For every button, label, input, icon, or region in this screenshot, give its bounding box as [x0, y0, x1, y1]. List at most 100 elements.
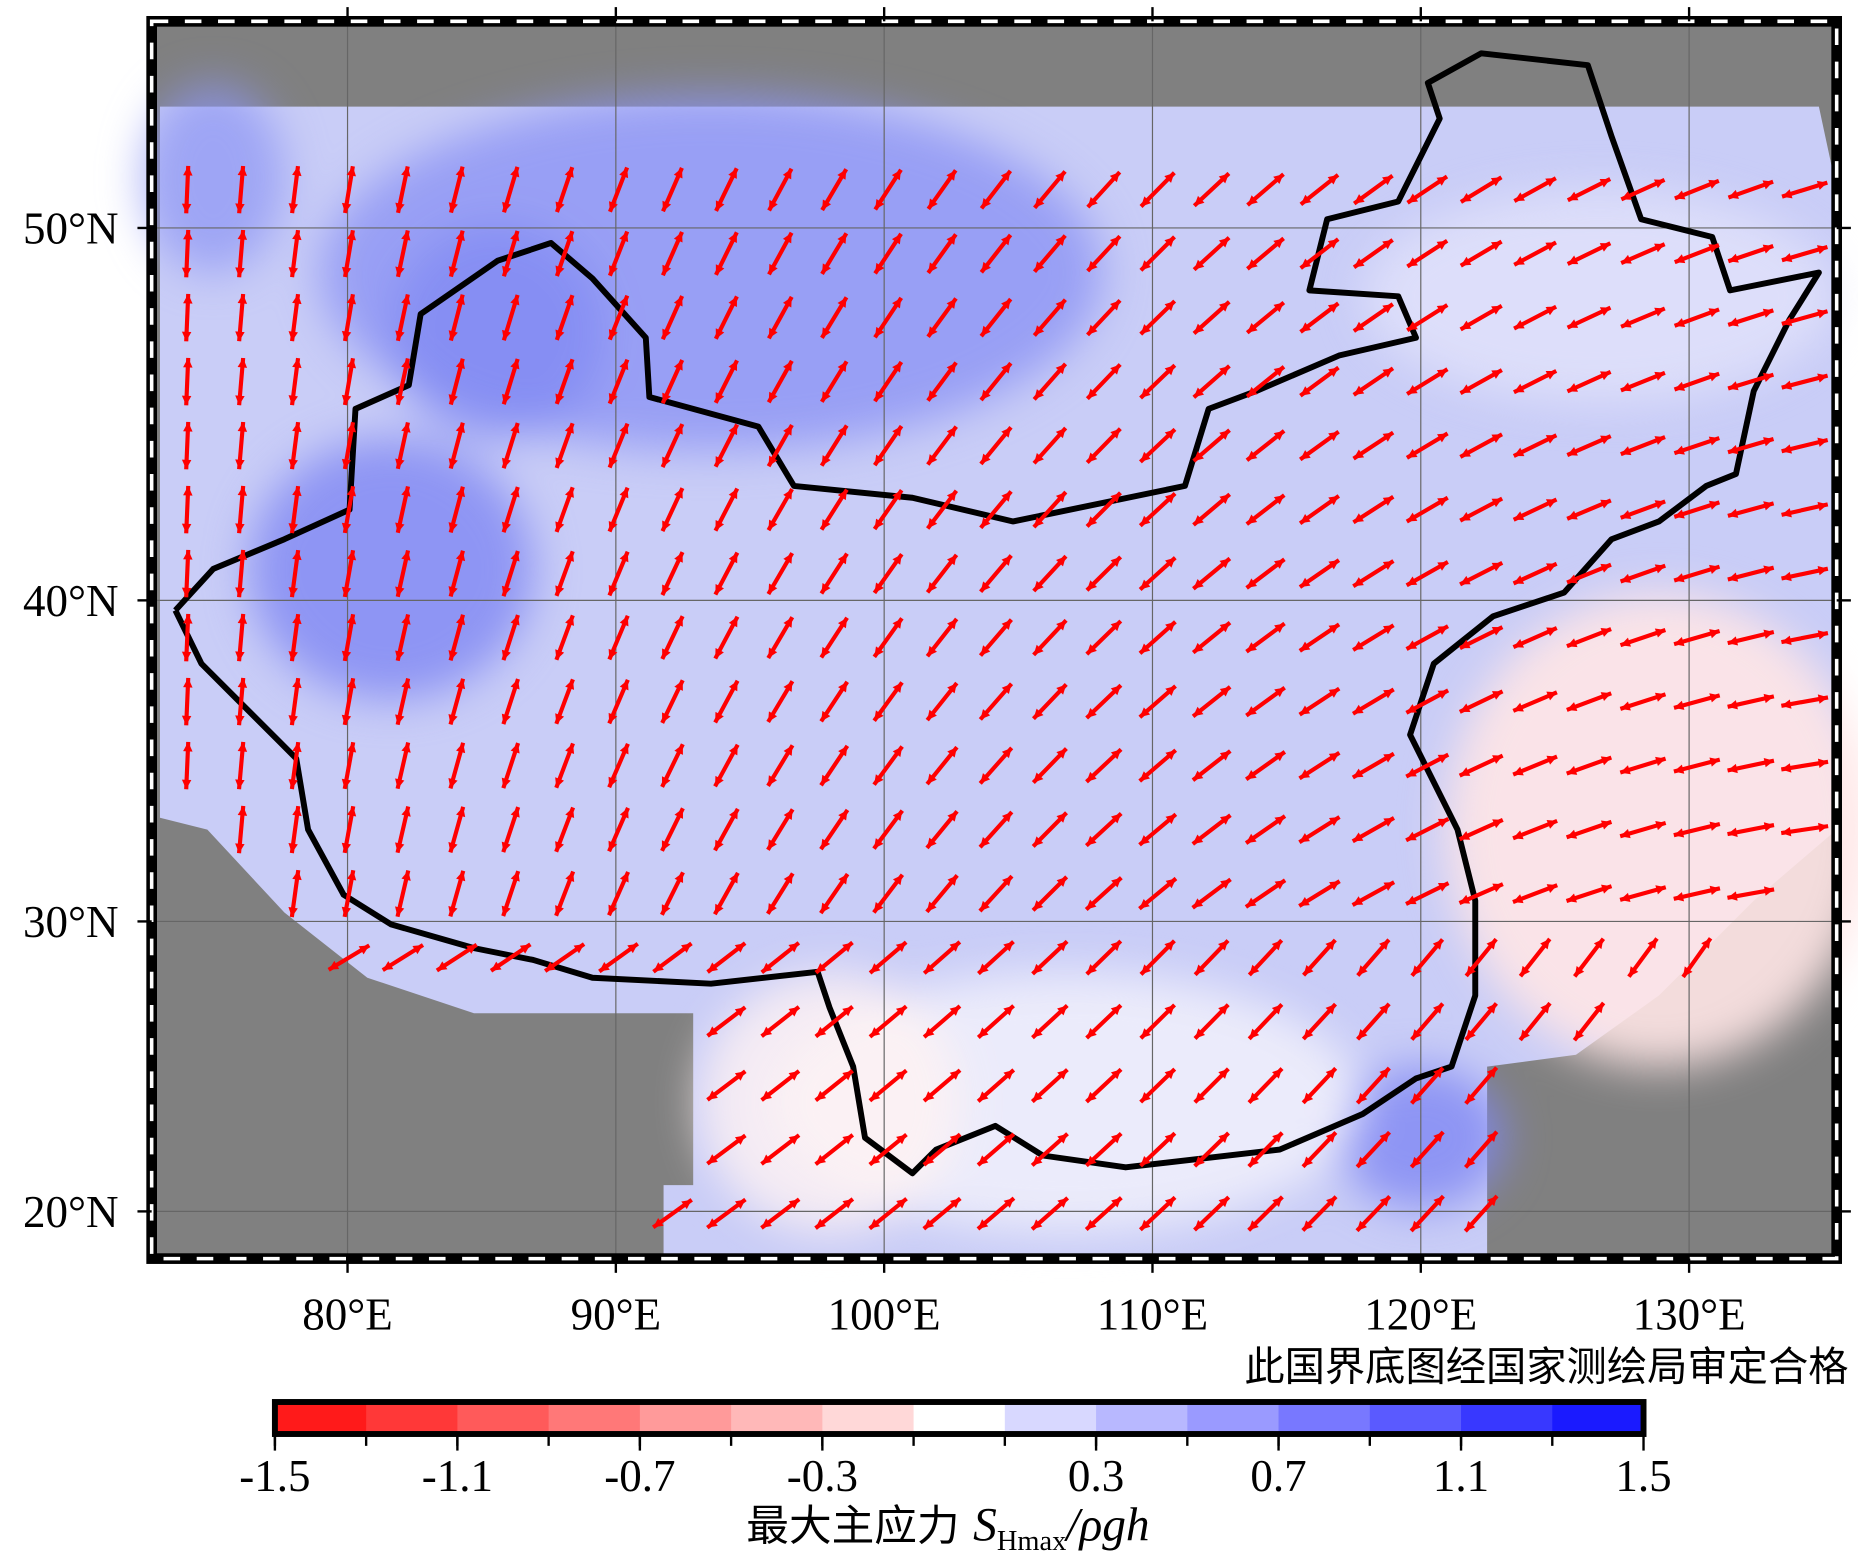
- arrow-head: [608, 393, 618, 404]
- arrow-head: [1109, 236, 1120, 247]
- arrow-head: [1437, 818, 1449, 828]
- arrow-head: [1781, 635, 1792, 645]
- arrow-head: [1599, 243, 1611, 252]
- arrow-head: [1328, 367, 1339, 377]
- arrow-head: [715, 264, 725, 275]
- arrow-head: [608, 520, 618, 532]
- arrow-head: [1674, 573, 1685, 583]
- arrow-head: [608, 201, 618, 212]
- arrow-head: [927, 773, 937, 785]
- arrow-head: [1382, 496, 1394, 506]
- arrow-head: [1033, 836, 1044, 847]
- arrow-head: [1194, 1092, 1205, 1103]
- colorbar-band: [731, 1402, 823, 1435]
- arrow-head: [1272, 1068, 1283, 1079]
- arrow-head: [1513, 639, 1525, 648]
- arrow-head: [1193, 706, 1204, 717]
- arrow-head: [977, 1219, 989, 1229]
- arrow-head: [1219, 622, 1231, 633]
- arrow-head: [1406, 576, 1418, 586]
- arrow-head: [288, 459, 298, 470]
- arrow-head: [565, 679, 575, 690]
- arrow-head: [1141, 196, 1152, 207]
- arrow-head: [619, 871, 629, 883]
- arrow-head: [926, 901, 937, 912]
- arrow-head: [599, 962, 610, 972]
- arrow-head: [501, 521, 511, 533]
- arrow-head: [395, 330, 405, 341]
- arrow-head: [1328, 688, 1340, 698]
- arrow-head: [1086, 964, 1097, 975]
- arrow-head: [1492, 755, 1503, 764]
- arrow-head: [510, 871, 520, 882]
- arrow-head: [501, 585, 511, 597]
- arrow-head: [820, 902, 831, 914]
- arrow-head: [1621, 191, 1632, 200]
- arrow-head: [1164, 429, 1175, 440]
- arrow-head: [1354, 257, 1365, 268]
- arrow-head: [1600, 563, 1611, 573]
- arrow-head: [501, 457, 512, 469]
- arrow-head: [1111, 1133, 1122, 1144]
- arrow-head: [1034, 261, 1045, 272]
- arrow-head: [1708, 179, 1719, 189]
- arrow-head: [783, 681, 793, 692]
- arrow-head: [1086, 1027, 1097, 1038]
- arrow-head: [769, 199, 778, 211]
- arrow-head: [1781, 699, 1792, 709]
- arrow-head: [395, 650, 405, 661]
- arrow-head: [183, 485, 193, 496]
- arrow-head: [949, 1134, 961, 1145]
- arrow-head: [608, 904, 618, 916]
- arrow-head: [821, 583, 831, 594]
- arrow-head: [1194, 195, 1205, 206]
- arrow-head: [734, 1007, 746, 1017]
- arrow-head: [341, 586, 352, 597]
- arrow-head: [1273, 366, 1284, 377]
- arrow-head: [822, 263, 831, 274]
- arrow-head: [949, 1198, 961, 1209]
- arrow-head: [619, 743, 629, 755]
- arrow-head: [1300, 322, 1311, 332]
- arrow-head: [1781, 763, 1792, 773]
- arrow-head: [288, 523, 298, 534]
- arrow-head: [979, 900, 990, 912]
- arrow-head: [401, 422, 411, 433]
- arrow-head: [924, 963, 935, 974]
- arrow-head: [1328, 495, 1339, 506]
- arrow-head: [874, 710, 884, 721]
- arrow-head: [874, 518, 884, 530]
- arrow-head: [491, 961, 502, 971]
- arrow-head: [783, 296, 792, 308]
- arrow-head: [869, 1027, 881, 1037]
- arrow-head: [237, 741, 248, 752]
- arrow-head: [401, 294, 411, 305]
- arrow-head: [627, 943, 638, 954]
- arrow-head: [1300, 386, 1311, 396]
- arrow-head: [183, 549, 193, 560]
- arrow-head: [608, 712, 618, 724]
- arrow-head: [892, 554, 902, 565]
- arrow-head: [837, 553, 848, 565]
- arrow-head: [1357, 1156, 1368, 1167]
- arrow-head: [292, 422, 302, 433]
- arrow-head: [768, 583, 778, 595]
- arrow-head: [1460, 448, 1471, 457]
- arrow-head: [510, 807, 520, 818]
- arrow-head: [1300, 513, 1311, 524]
- arrow-head: [455, 486, 466, 498]
- arrow-head: [892, 297, 902, 309]
- arrow-head: [1086, 899, 1097, 910]
- arrow-head: [181, 267, 192, 278]
- arrow-head: [395, 586, 405, 597]
- arrow-head: [1249, 1028, 1260, 1039]
- arrow-head: [891, 233, 902, 245]
- colorbar-tick-label: -1.5: [239, 1451, 310, 1501]
- arrow-head: [981, 389, 991, 401]
- arrow-head: [768, 391, 778, 403]
- arrow-head: [608, 329, 618, 340]
- arrow-head: [1781, 571, 1792, 582]
- arrow-head: [734, 943, 746, 953]
- arrow-head: [978, 1027, 989, 1038]
- arrow-head: [782, 168, 792, 180]
